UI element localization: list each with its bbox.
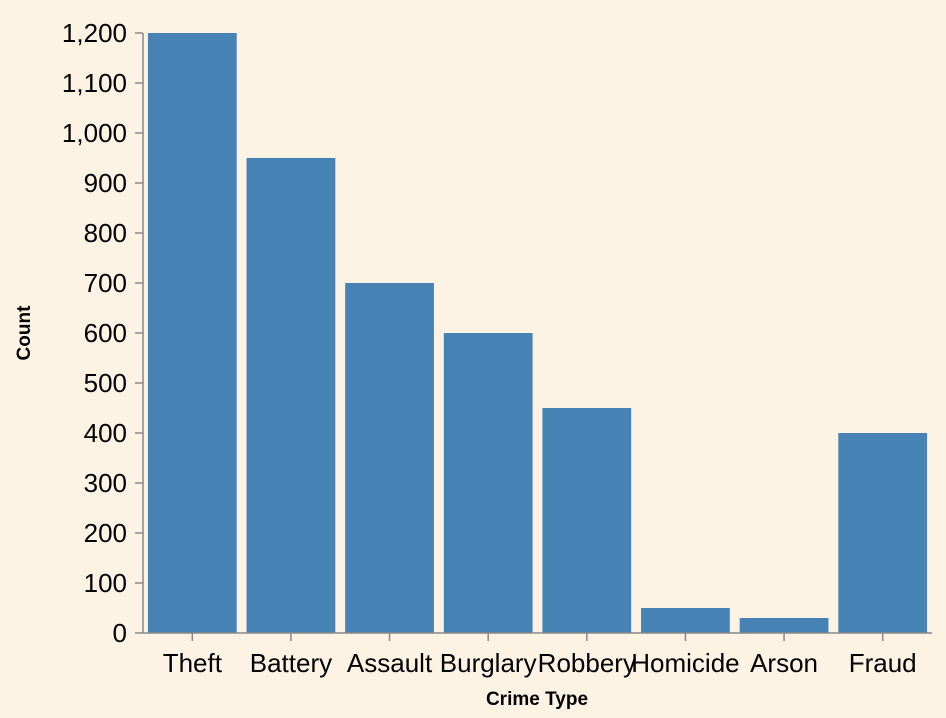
- y-tick-label: 400: [84, 418, 127, 448]
- x-tick-label-homicide: Homicide: [631, 648, 739, 678]
- x-tick-label-theft: Theft: [163, 648, 223, 678]
- x-tick-label-fraud: Fraud: [849, 648, 917, 678]
- bar-homicide: [641, 608, 730, 633]
- y-tick-label: 200: [84, 518, 127, 548]
- y-tick-label: 800: [84, 218, 127, 248]
- bar-burglary: [443, 333, 533, 633]
- bars-group: [147, 33, 928, 633]
- y-axis: 0 100 200 300 400 500 600 700 800 900 1,000 1,100 1,…: [62, 18, 144, 648]
- bar-assault: [345, 283, 434, 633]
- x-tick-label-robbery: Robbery: [538, 648, 636, 678]
- y-tick-label: 1,200: [62, 18, 127, 48]
- bar-battery: [246, 158, 336, 633]
- bar-fraud: [838, 433, 928, 633]
- bar-theft: [147, 33, 237, 633]
- y-tick-label: 300: [84, 468, 127, 498]
- y-tick-label: 100: [84, 568, 127, 598]
- x-tick-label-battery: Battery: [250, 648, 332, 678]
- y-tick-label: 500: [84, 368, 127, 398]
- x-tick-label-assault: Assault: [347, 648, 433, 678]
- y-tick-label: 1,100: [62, 68, 127, 98]
- y-axis-title: Count: [14, 305, 35, 361]
- bar-robbery: [542, 408, 632, 633]
- y-tick-label: 600: [84, 318, 127, 348]
- bar-arson: [739, 618, 829, 633]
- y-tick-label: 900: [84, 168, 127, 198]
- y-tick-label: 0: [113, 618, 127, 648]
- x-axis-title: Crime Type: [486, 689, 588, 710]
- x-tick-label-arson: Arson: [750, 648, 818, 678]
- x-tick-label-burglary: Burglary: [440, 648, 537, 678]
- y-tick-label: 1,000: [62, 118, 127, 148]
- y-tick-label: 700: [84, 268, 127, 298]
- x-axis: Theft Battery Assault Burglary RobberyHomici…: [143, 632, 932, 678]
